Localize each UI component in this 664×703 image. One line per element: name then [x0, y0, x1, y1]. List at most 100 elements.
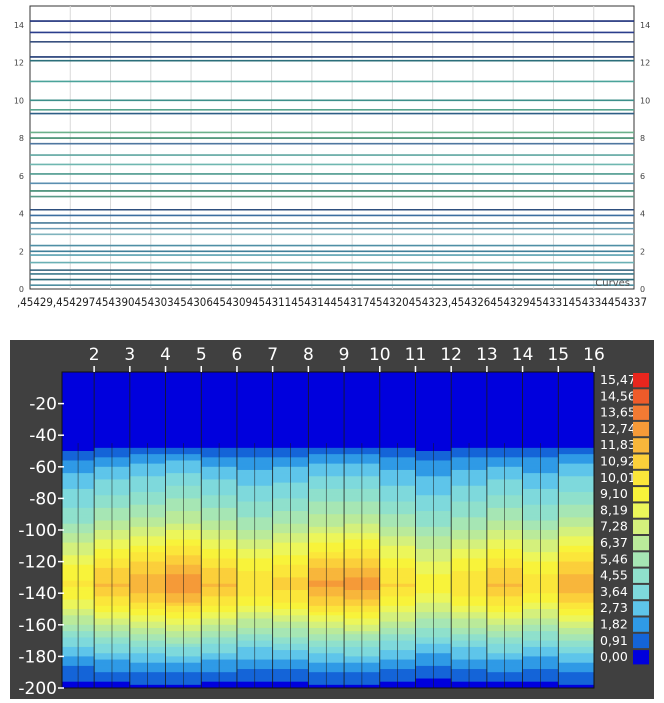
contour-cell	[379, 375, 416, 379]
contour-cell	[236, 378, 274, 382]
contour-cell	[344, 387, 381, 392]
contour-cell	[308, 609, 345, 613]
contour-cell	[308, 580, 345, 585]
contour-cell	[522, 378, 559, 382]
contour-cell	[558, 390, 594, 395]
contour-cell	[129, 593, 167, 597]
contour-cell	[62, 428, 95, 433]
contour-cell	[201, 438, 238, 443]
contour-cell	[201, 387, 238, 392]
contour-cell	[308, 451, 345, 455]
contour-cell	[558, 387, 594, 392]
contour-cell	[558, 403, 594, 408]
legend-swatch	[633, 405, 649, 420]
contour-cell	[558, 409, 594, 414]
contour-cell	[558, 451, 594, 455]
x-tick-label: 3	[124, 345, 135, 365]
contour-cell	[129, 590, 167, 594]
contour-cell	[308, 498, 345, 503]
contour-cell	[558, 378, 594, 382]
legend-level-label: 4,55	[600, 568, 628, 583]
contour-cell	[129, 567, 167, 572]
contour-cell	[129, 545, 167, 550]
contour-cell	[308, 618, 345, 623]
contour-cell	[522, 428, 559, 433]
contour-cell	[558, 485, 594, 490]
contour-cell	[451, 409, 488, 414]
contour-cell	[94, 390, 131, 395]
contour-cell	[201, 390, 238, 395]
contour-cell	[308, 552, 345, 556]
contour-cell	[522, 438, 559, 443]
contour-cell	[165, 413, 202, 417]
contour-cell	[308, 567, 345, 572]
contour-cell	[129, 612, 167, 616]
contour-cell	[236, 435, 274, 439]
legend-level-label: 5,46	[600, 551, 628, 566]
contour-cell	[62, 390, 95, 395]
contour-cell	[451, 400, 488, 405]
legend-swatch	[633, 568, 649, 583]
contour-cell	[415, 390, 452, 395]
contour-cell	[129, 457, 167, 461]
contour-cell	[129, 631, 167, 635]
contour-cell	[165, 422, 202, 427]
contour-cell	[344, 397, 381, 401]
contour-cell	[558, 460, 594, 465]
contour-cell	[558, 492, 594, 496]
contour-cell	[308, 425, 345, 430]
contour-cell	[308, 548, 345, 553]
legend-level-label: 12,74	[600, 421, 636, 436]
contour-cell	[129, 454, 167, 458]
contour-cell	[129, 580, 167, 585]
contour-cell	[415, 428, 452, 433]
contour-cell	[201, 394, 238, 398]
contour-cell	[451, 384, 488, 389]
contour-cell	[308, 555, 345, 559]
y-tick-label: 14	[14, 21, 24, 30]
x-tick-label: 11	[405, 345, 427, 365]
y-tick-label: -20	[29, 395, 57, 415]
contour-cell	[129, 596, 167, 601]
y-tick-label: 2	[19, 247, 24, 256]
y-tick-label: -200	[18, 679, 57, 699]
contour-cell	[165, 406, 202, 411]
contour-cell	[308, 656, 345, 661]
line-chart: 0 0 2 2 4 4 6 6 8 8 10 10 12 12 14 14 ,45429,4542974543…	[14, 5, 650, 309]
contour-cell	[558, 675, 594, 680]
contour-cell	[451, 390, 488, 395]
contour-cell	[129, 463, 167, 468]
contour-cell	[308, 530, 345, 534]
x-tick-label: 12	[440, 345, 462, 365]
contour-cell	[129, 558, 167, 563]
legend-swatch	[633, 519, 649, 534]
contour-cell	[308, 454, 345, 458]
y-tick-label-right: 6	[640, 172, 645, 181]
contour-cell	[308, 681, 345, 686]
contour-cell	[415, 438, 452, 443]
contour-cell	[62, 409, 95, 414]
contour-cell	[94, 397, 131, 401]
contour-cell	[129, 479, 167, 484]
contour-cell	[236, 416, 274, 420]
contour-cell	[129, 387, 167, 392]
contour-cell	[129, 507, 167, 512]
contour-cell	[308, 672, 345, 676]
contour-cell	[129, 542, 167, 547]
contour-cell	[308, 501, 345, 506]
contour-cell	[558, 501, 594, 506]
contour-cell	[379, 403, 416, 408]
legend-level-label: 3,64	[600, 584, 628, 599]
contour-cell	[558, 656, 594, 661]
contour-cell	[62, 403, 95, 408]
contour-cell	[165, 438, 202, 443]
contour-cell	[308, 375, 345, 379]
contour-cell	[344, 428, 381, 433]
contour-cell	[201, 422, 238, 427]
contour-cell	[486, 375, 524, 379]
contour-cell	[201, 406, 238, 411]
contour-cell	[308, 520, 345, 525]
contour-cell	[344, 372, 381, 376]
contour-cell	[558, 669, 594, 673]
contour-cell	[129, 634, 167, 638]
